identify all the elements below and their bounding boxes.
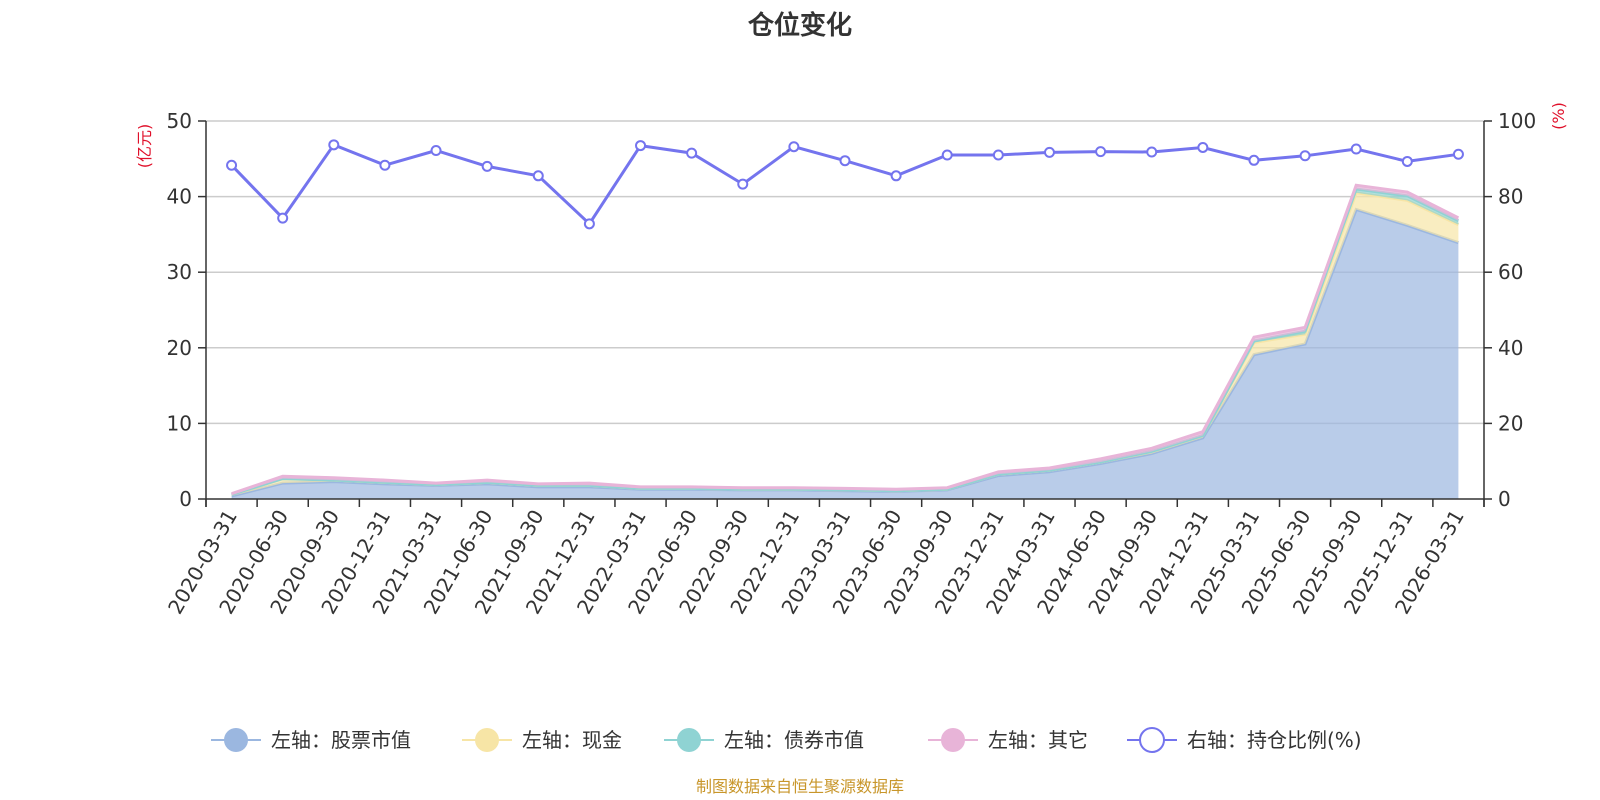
legend-item: 左轴：其它 [928, 728, 1088, 752]
left-axis-tick-label: 20 [167, 336, 192, 360]
ratio-point [1248, 154, 1260, 166]
ratio-point [737, 178, 749, 190]
stacked-areas [231, 183, 1460, 499]
ratio-point [839, 155, 851, 167]
data-source-note: 制图数据来自恒生聚源数据库 [696, 777, 904, 796]
ratio-point [1350, 143, 1362, 155]
ratio-point [1095, 146, 1107, 158]
ratio-point [788, 141, 800, 153]
legend: 左轴：股票市值 左轴：现金 左轴：债券市值 左轴：其它 右轴：持仓比例(%) [211, 727, 1362, 753]
ratio-point [277, 212, 289, 224]
ratio-line [226, 139, 1464, 230]
ratio-point [992, 149, 1004, 161]
ratio-point [583, 218, 595, 230]
area-左轴：股票市值 [231, 209, 1459, 499]
area-top-line [231, 183, 1460, 496]
legend-label: 左轴：股票市值 [271, 728, 411, 752]
left-axis-unit: (亿元) [135, 124, 154, 169]
legend-item: 左轴：股票市值 [211, 728, 411, 752]
left-axis-tick-label: 40 [167, 185, 192, 209]
ratio-point [1299, 150, 1311, 162]
ratio-point [1197, 141, 1209, 153]
legend-label: 左轴：债券市值 [724, 728, 864, 752]
right-axis-tick-label: 60 [1498, 260, 1523, 284]
right-axis-tick-label: 100 [1498, 109, 1536, 133]
legend-label: 左轴：其它 [988, 728, 1088, 752]
ratio-point [226, 159, 238, 171]
legend-item: 右轴：持仓比例(%) [1127, 727, 1362, 753]
legend-marker [677, 728, 701, 752]
legend-marker [475, 728, 499, 752]
ratio-point [1146, 146, 1158, 158]
ratio-point [1401, 155, 1413, 167]
legend-label: 右轴：持仓比例(%) [1187, 728, 1362, 752]
ratio-point [481, 160, 493, 172]
right-axis-tick-label: 80 [1498, 185, 1523, 209]
ratio-point [635, 140, 647, 152]
legend-item: 左轴：现金 [462, 728, 622, 752]
ratio-point [1043, 146, 1055, 158]
right-axis-unit: (%) [1549, 102, 1568, 130]
ratio-point [941, 149, 953, 161]
legend-marker [1139, 727, 1165, 753]
left-axis-tick-label: 10 [167, 411, 192, 435]
ratio-point [1452, 148, 1464, 160]
right-axis-tick-label: 40 [1498, 336, 1523, 360]
ratio-point [890, 170, 902, 182]
legend-label: 左轴：现金 [522, 728, 622, 752]
ratio-point [379, 159, 391, 171]
ratio-point [430, 144, 442, 156]
legend-marker [941, 728, 965, 752]
ratio-point [328, 139, 340, 151]
left-axis-tick-label: 30 [167, 260, 192, 284]
legend-item: 左轴：债券市值 [664, 728, 864, 752]
right-axis-tick-label: 20 [1498, 411, 1523, 435]
ratio-point [686, 147, 698, 159]
right-axis-tick-label: 0 [1498, 487, 1511, 511]
chart-title: 仓位变化 [747, 10, 852, 41]
left-axis-tick-label: 0 [179, 487, 192, 511]
ratio-point [532, 170, 544, 182]
legend-marker [224, 728, 248, 752]
left-axis-tick-label: 50 [167, 109, 192, 133]
